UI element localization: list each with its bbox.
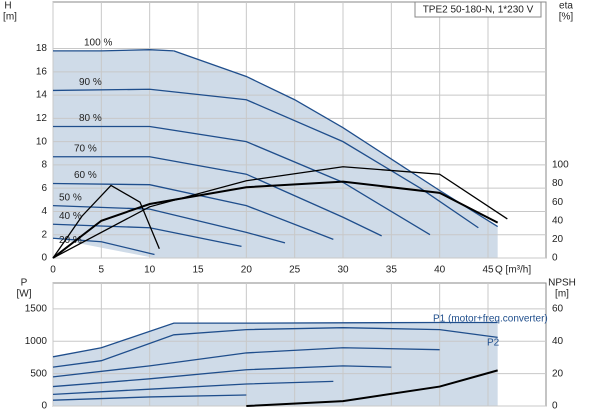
curve-label: 50 % [59, 192, 82, 203]
curve-label: P2 [487, 338, 500, 349]
curve [53, 49, 174, 52]
x-tick-label: 10 [144, 265, 156, 276]
curve [52, 394, 247, 401]
curve [53, 125, 431, 236]
y-axis-label: P [21, 278, 28, 289]
y2-axis-unit: [m] [555, 289, 569, 300]
curve [52, 166, 508, 259]
y-axis-unit: [W] [17, 289, 32, 300]
y2-tick-label: 20 [552, 368, 564, 379]
y-tick-label: 1000 [25, 336, 48, 347]
x-tick-label: 20 [241, 265, 253, 276]
curve-label: 20 % [59, 235, 82, 246]
curve-label: 100 % [84, 38, 112, 49]
x-axis-label: Q [m³/h] [495, 265, 531, 276]
curve-label: 60 % [74, 170, 97, 181]
y-tick-label: 1500 [25, 304, 48, 315]
y2-axis-unit: [%] [559, 12, 574, 23]
y2-tick-label: 100 [552, 160, 569, 171]
y2-axis-label: eta [559, 1, 573, 12]
y-axis-unit: [m] [3, 12, 17, 23]
y2-axis-label: NPSH [548, 278, 576, 289]
y2-tick-label: 60 [552, 304, 564, 315]
y-tick-label: 8 [41, 160, 47, 171]
title-box [414, 1, 542, 18]
curve [53, 156, 382, 237]
curve-label: 90 % [79, 77, 102, 88]
curve-label: P1 (motor+freq.converter) [433, 314, 548, 325]
curve-label: 40 % [59, 211, 82, 222]
y-tick-label: 12 [36, 113, 48, 124]
y2-tick-label: 40 [552, 336, 564, 347]
y2-tick-label: 60 [552, 197, 564, 208]
y-tick-label: 4 [41, 206, 47, 217]
curve-label: 70 % [74, 143, 97, 154]
curve [52, 380, 334, 395]
curve [52, 223, 242, 248]
y-tick-label: 14 [36, 90, 48, 101]
x-tick-label: 40 [434, 265, 446, 276]
x-tick-label: 15 [192, 265, 204, 276]
x-tick-label: 25 [289, 265, 301, 276]
chart-title: TPE2 50-180-N, 1*230 V [423, 5, 534, 16]
y2-tick-label: 40 [552, 215, 564, 226]
y2-tick-label: 0 [552, 401, 558, 412]
y-tick-label: 0 [41, 401, 47, 412]
curve [52, 88, 479, 229]
y-tick-label: 0 [41, 253, 47, 264]
curve [52, 347, 440, 378]
x-tick-label: 35 [386, 265, 398, 276]
curve [52, 365, 392, 388]
x-tick-label: 5 [99, 265, 105, 276]
operating-area [53, 322, 498, 406]
y2-tick-label: 80 [552, 178, 564, 189]
y-axis-label: H [4, 1, 11, 12]
curve [52, 321, 498, 358]
y-tick-label: 18 [36, 43, 48, 54]
curve [52, 204, 286, 244]
y-tick-label: 6 [41, 183, 47, 194]
curve-label: 80 % [79, 113, 102, 124]
curve [52, 237, 155, 256]
x-tick-label: 0 [50, 265, 56, 276]
y-tick-label: 16 [36, 66, 48, 77]
curve [52, 180, 499, 259]
y-tick-label: 2 [41, 229, 47, 240]
curve [173, 50, 499, 228]
x-tick-label: 30 [337, 265, 349, 276]
y-tick-label: 10 [36, 136, 48, 147]
x-tick-label: 45 [482, 265, 494, 276]
curve [52, 327, 498, 368]
y2-tick-label: 20 [552, 234, 564, 245]
curve [246, 369, 498, 407]
y2-tick-label: 0 [552, 253, 558, 264]
y-tick-label: 500 [30, 368, 47, 379]
curve [52, 184, 160, 259]
